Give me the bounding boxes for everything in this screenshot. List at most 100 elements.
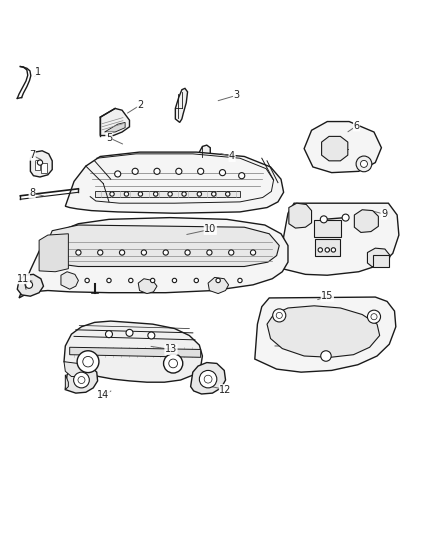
Circle shape [204,375,212,383]
Polygon shape [208,277,229,294]
Text: 7: 7 [29,150,35,160]
Circle shape [226,192,230,196]
Circle shape [129,278,133,282]
Text: 1: 1 [35,67,41,77]
Text: 5: 5 [106,133,112,143]
Circle shape [37,160,42,165]
Circle shape [106,330,113,338]
Polygon shape [191,362,226,394]
Circle shape [360,160,367,167]
Circle shape [219,169,226,176]
Bar [41,163,47,173]
Circle shape [76,250,81,255]
Circle shape [138,192,143,196]
Polygon shape [64,362,88,376]
Polygon shape [304,122,381,173]
Circle shape [74,372,89,388]
Circle shape [141,250,147,255]
Text: 15: 15 [321,291,333,301]
Circle shape [318,248,322,252]
Polygon shape [255,297,396,372]
Circle shape [371,313,377,320]
Text: 12: 12 [219,385,232,394]
Polygon shape [65,152,284,213]
Polygon shape [64,321,202,382]
Bar [373,255,389,268]
Polygon shape [267,306,380,357]
Polygon shape [105,123,125,132]
Circle shape [356,156,372,172]
Circle shape [199,370,217,388]
Polygon shape [70,348,201,357]
Polygon shape [48,225,279,266]
Polygon shape [95,191,240,197]
Bar [35,159,40,171]
Text: 2: 2 [137,100,144,110]
Text: 8: 8 [29,188,35,198]
Text: 4: 4 [229,151,235,161]
Circle shape [185,250,190,255]
Circle shape [110,192,114,196]
Polygon shape [17,274,43,296]
Circle shape [150,278,155,282]
Circle shape [25,281,32,288]
Polygon shape [283,203,399,275]
Circle shape [238,278,242,282]
Circle shape [207,250,212,255]
Circle shape [83,357,93,367]
Circle shape [273,309,286,322]
Circle shape [169,359,177,368]
Circle shape [216,278,220,282]
Circle shape [212,192,216,196]
Circle shape [172,278,177,282]
Polygon shape [138,279,157,294]
Circle shape [367,310,381,323]
Polygon shape [289,203,311,228]
Polygon shape [367,248,390,268]
Text: 10: 10 [204,224,216,235]
Polygon shape [61,272,78,289]
Circle shape [198,168,204,174]
Polygon shape [175,88,187,123]
Circle shape [229,250,234,255]
Circle shape [325,248,329,252]
Polygon shape [199,145,210,157]
Circle shape [168,192,172,196]
Polygon shape [39,234,68,272]
Circle shape [176,168,182,174]
Polygon shape [100,108,130,135]
Circle shape [154,168,160,174]
Circle shape [115,171,121,177]
Polygon shape [30,151,52,177]
Circle shape [153,192,158,196]
Circle shape [85,278,89,282]
Text: 3: 3 [233,91,240,100]
Circle shape [77,351,99,373]
Text: 13: 13 [165,344,177,354]
Circle shape [194,278,198,282]
Polygon shape [65,365,98,393]
Circle shape [251,250,256,255]
Circle shape [163,354,183,373]
Bar [315,239,340,256]
Bar [314,220,341,237]
Circle shape [126,329,133,336]
Circle shape [320,216,327,223]
Circle shape [342,214,349,221]
Circle shape [132,168,138,174]
Circle shape [107,278,111,282]
Polygon shape [19,217,288,298]
Circle shape [321,351,331,361]
Circle shape [276,312,283,318]
Polygon shape [321,136,348,161]
Text: 6: 6 [353,121,360,131]
Circle shape [239,173,245,179]
Text: 11: 11 [17,274,29,284]
Text: 14: 14 [97,390,110,400]
Circle shape [197,192,201,196]
Circle shape [98,250,103,255]
Circle shape [124,192,129,196]
Circle shape [331,248,336,252]
Text: 9: 9 [381,209,387,219]
Circle shape [120,250,125,255]
